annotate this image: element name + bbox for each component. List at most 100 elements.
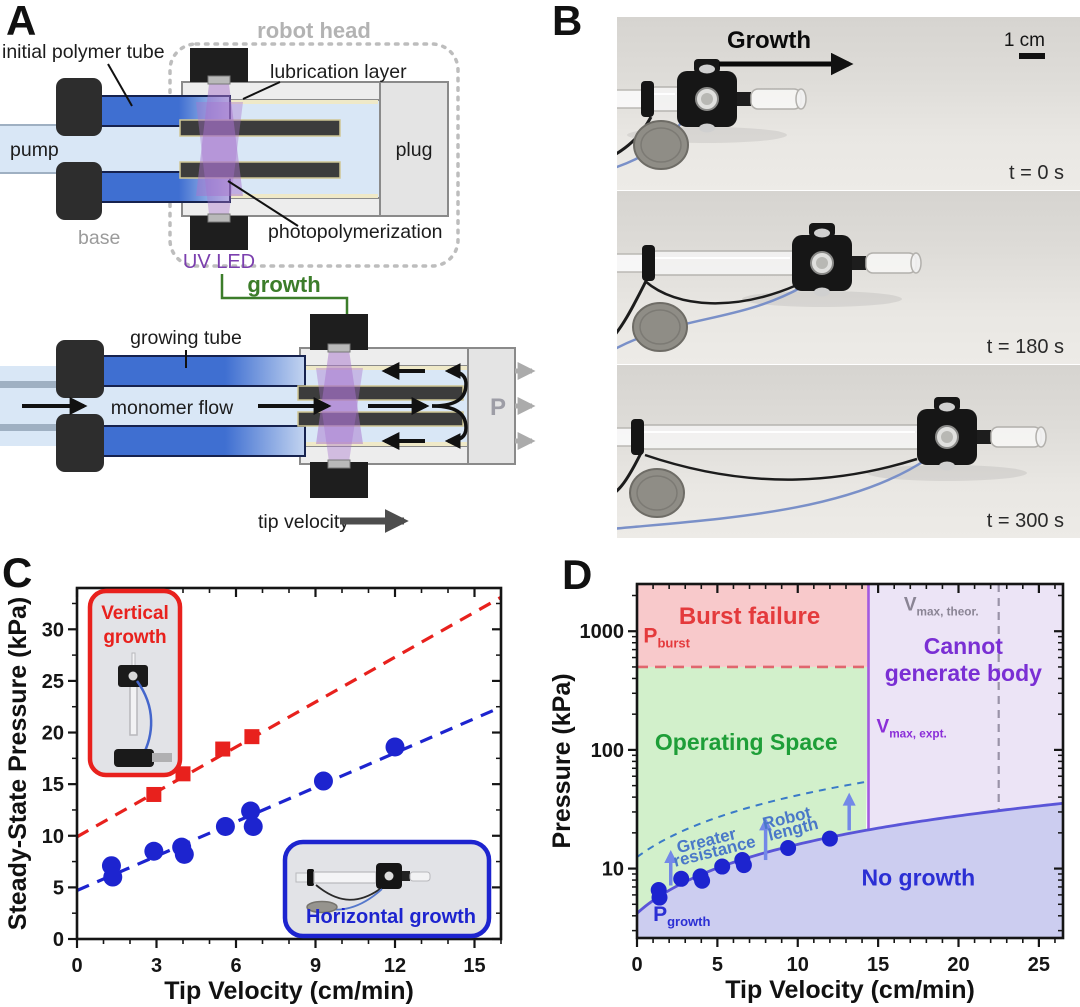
cannot-generate-body-region	[868, 584, 1063, 830]
axes: 0 5 10 15 20 25 10 100 1000	[580, 582, 1065, 976]
lubrication-layer-bottom	[182, 194, 378, 198]
growing-robot-assembly: monomer flow P growing tube tip velocity	[0, 314, 536, 533]
svg-text:1000: 1000	[580, 621, 625, 643]
svg-text:15: 15	[867, 954, 889, 976]
svg-text:25: 25	[42, 671, 64, 693]
base-label: base	[78, 227, 120, 249]
x-axis-title: Tip Velocity (cm/min)	[725, 976, 975, 1004]
operating-space-region	[637, 666, 869, 914]
panel-b-label: B	[552, 0, 583, 44]
panel-a-schematic: robot head initial polymer tube	[0, 18, 536, 533]
phase-boundaries	[636, 584, 1064, 915]
uv-led-lens-bottom	[207, 213, 231, 223]
photo-frame-t0: Growth 1 cm t = 0 s	[617, 17, 1080, 190]
svg-text:15: 15	[42, 774, 64, 796]
series	[76, 595, 502, 892]
svg-text:25: 25	[1028, 954, 1050, 976]
uv-led-label: UV LED	[183, 251, 255, 273]
timestamp-t300: t = 300 s	[987, 510, 1064, 532]
growing-tube-bottom	[94, 425, 306, 457]
svg-text:Cannot: Cannot	[924, 633, 1004, 659]
growth-bracket: growth	[220, 272, 349, 322]
uv-led-lens-top	[207, 75, 231, 85]
svg-text:20: 20	[42, 723, 64, 745]
x-axis-title: Tip Velocity (cm/min)	[164, 977, 414, 1005]
robot-photo-t0	[617, 59, 807, 170]
vertical-growth-inset: Vertical growth	[87, 588, 183, 778]
timestamp-t180: t = 180 s	[987, 336, 1064, 358]
plug-block	[379, 81, 449, 217]
growth-direction-label: Growth	[727, 27, 811, 54]
uv-beam-bottom	[196, 102, 243, 214]
lubrication-layer-label: lubrication layer	[270, 61, 407, 83]
photo-frame-t180: t = 180 s	[617, 191, 1080, 364]
svg-text:Pburst: Pburst	[643, 625, 690, 651]
panel-c-label: C	[2, 549, 33, 596]
increase-arrows	[664, 792, 856, 886]
svg-text:Vertical: Vertical	[101, 603, 169, 624]
uv-beam-top	[196, 84, 243, 196]
y-axis-title: Steady-State Pressure (kPa)	[4, 597, 32, 930]
monomer-flow-label: monomer flow	[111, 397, 234, 419]
scale-bar-label: 1 cm	[1004, 30, 1045, 51]
lubrication-layer-top	[182, 100, 378, 104]
svg-text:0: 0	[71, 955, 82, 977]
growing-tube-label: growing tube	[130, 327, 242, 349]
svg-text:5: 5	[712, 954, 723, 976]
data-points	[650, 830, 838, 906]
growing-tube-top	[94, 355, 306, 387]
scale-bar	[1019, 53, 1045, 59]
svg-text:Vmax, theor.: Vmax, theor.	[904, 594, 979, 618]
y-axis-title: Pressure (kPa)	[548, 673, 576, 848]
photo-frame-t300: t = 300 s	[617, 365, 1080, 538]
no-growth-region	[637, 803, 1063, 938]
svg-text:generate body: generate body	[885, 660, 1042, 686]
panel-a-label: A	[6, 0, 37, 44]
p-growth-curve	[636, 801, 1064, 915]
svg-text:No growth: No growth	[861, 865, 975, 891]
pressure-label: P	[490, 394, 506, 421]
robot-head-label: robot head	[257, 18, 371, 43]
robot-photo-t180	[617, 223, 922, 352]
svg-text:0: 0	[53, 929, 64, 951]
axes: 0 3 6 9 12 15 0 5 10 15 20 25 30	[42, 586, 503, 977]
plug-label: plug	[396, 139, 433, 161]
robot-photo-t300	[617, 397, 1047, 530]
svg-text:15: 15	[463, 955, 485, 977]
resistance-curve	[636, 780, 867, 858]
svg-text:Operating Space: Operating Space	[655, 729, 838, 755]
svg-text:3: 3	[151, 955, 162, 977]
svg-text:Burst failure: Burst failure	[679, 603, 820, 630]
svg-text:100: 100	[591, 740, 624, 762]
panel-c-chart: 0 3 6 9 12 15 0 5 10 15 20 25 30 Tip Velocity (cm/min…	[4, 586, 503, 1005]
timestamp-t0: t = 0 s	[1009, 162, 1064, 184]
svg-text:9: 9	[310, 955, 321, 977]
svg-text:5: 5	[53, 877, 64, 899]
burst-failure-region	[637, 584, 869, 667]
plug-block-2	[467, 347, 516, 465]
panel-d-label: D	[562, 551, 593, 598]
svg-text:12: 12	[384, 955, 406, 977]
svg-text:Horizontal growth: Horizontal growth	[306, 906, 476, 928]
svg-text:30: 30	[42, 619, 64, 641]
base-clamp-bottom	[56, 162, 102, 220]
svg-text:Pgrowth: Pgrowth	[653, 903, 710, 929]
phase-regions	[637, 584, 1063, 938]
initial-polymer-tube-label: initial polymer tube	[2, 41, 165, 63]
svg-text:10: 10	[42, 826, 64, 848]
pump-label: pump	[10, 139, 59, 161]
growth-label: growth	[247, 272, 320, 297]
panel-b-photos: Growth 1 cm t = 0 s t = 180 s t = 300 s	[617, 17, 1080, 538]
svg-text:6: 6	[230, 955, 241, 977]
svg-text:0: 0	[631, 954, 642, 976]
horizontal-growth-inset: Horizontal growth	[282, 839, 492, 939]
svg-text:10: 10	[787, 954, 809, 976]
tip-velocity-label: tip velocity	[258, 511, 349, 533]
photopolymerization-label: photopolymerization	[268, 221, 443, 243]
svg-text:20: 20	[947, 954, 969, 976]
svg-text:10: 10	[602, 859, 624, 881]
svg-text:Vmax, expt.: Vmax, expt.	[877, 717, 947, 741]
base-clamp-top	[56, 78, 102, 136]
